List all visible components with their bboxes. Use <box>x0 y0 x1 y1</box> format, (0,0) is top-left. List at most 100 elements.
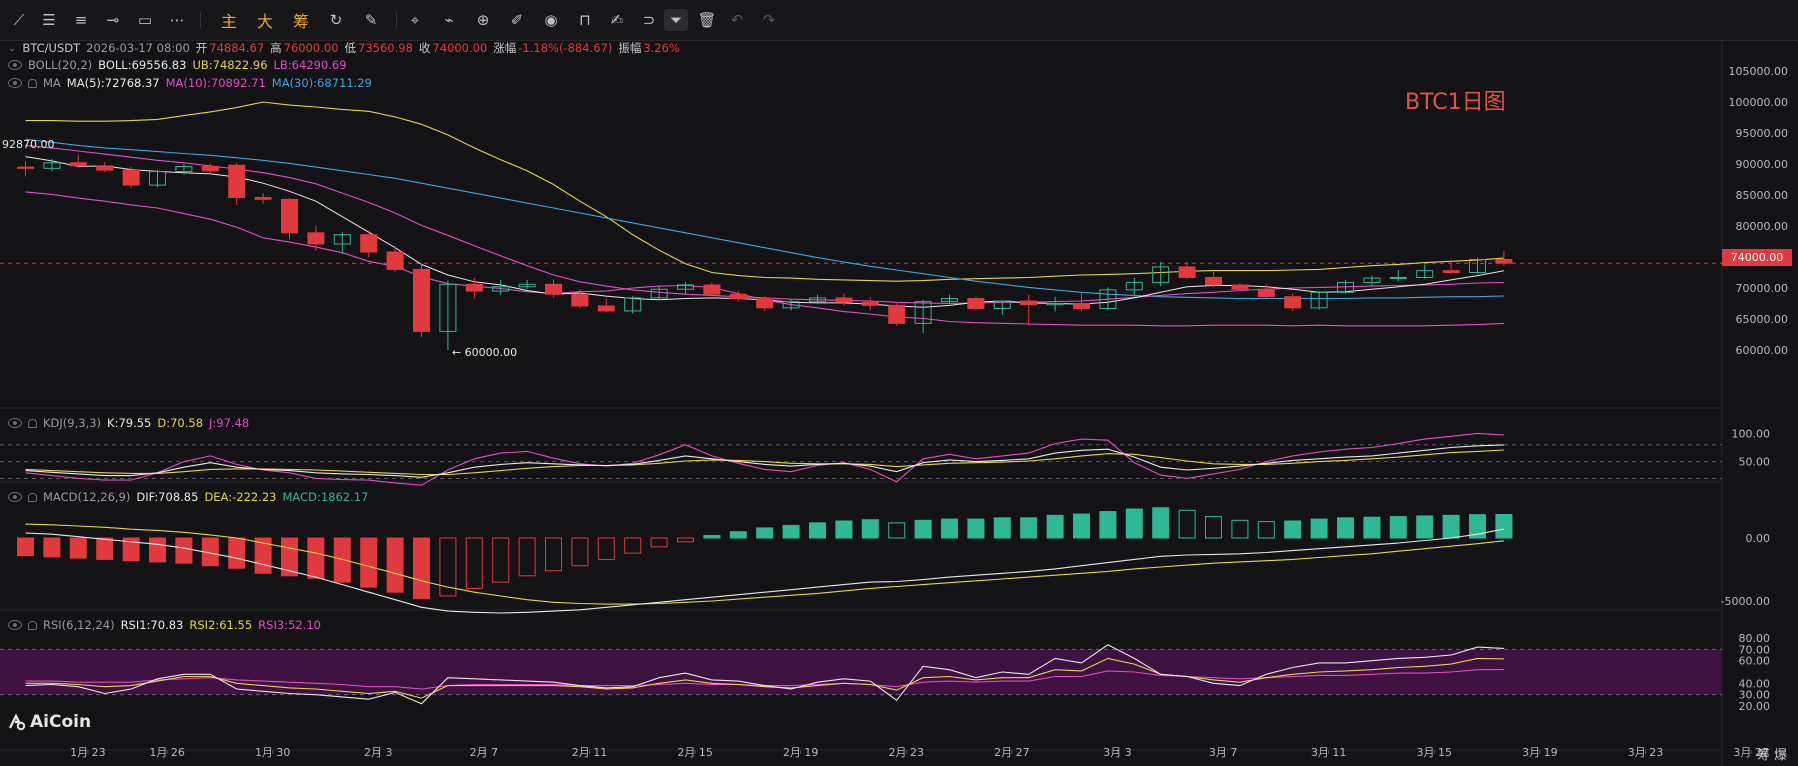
macd-histogram-bar <box>967 518 985 539</box>
price-axis-tick: 105000.00 <box>1729 65 1789 78</box>
eye-icon[interactable] <box>8 620 22 630</box>
kdj-d-value: D:70.58 <box>157 416 204 430</box>
amplitude-label: 振幅 <box>618 41 642 55</box>
rsi-axis-tick: 30.00 <box>1739 689 1771 702</box>
x-axis-tick: 2月 3 <box>364 746 393 759</box>
candle-body <box>413 268 430 332</box>
candle-body <box>861 301 879 306</box>
candle-body <box>967 298 985 309</box>
candle-body <box>281 198 298 234</box>
macd-histogram-bar <box>809 522 826 539</box>
measure-icon[interactable]: ⌁ <box>444 11 454 29</box>
macd-histogram-bar <box>941 518 958 539</box>
corner-tabs[interactable]: 筹 爆 <box>1757 748 1788 763</box>
candle-body <box>1495 258 1513 264</box>
candle-body <box>1469 258 1486 273</box>
main-chart-button[interactable]: 主 <box>220 12 237 31</box>
cursor-icon[interactable]: ⌖ <box>410 11 420 29</box>
filter-icon[interactable]: ⏷ <box>664 9 688 31</box>
price-axis-tick: 60000.00 <box>1736 344 1789 357</box>
parallel-lines-tool-icon[interactable]: ≡ <box>74 11 88 29</box>
macd-histogram-bar <box>465 537 483 589</box>
eye-icon[interactable] <box>8 492 22 502</box>
candle-body <box>386 251 404 270</box>
trend-line-tool-icon[interactable]: ⟋ <box>13 11 25 29</box>
macd-histogram-bar <box>624 537 642 554</box>
macd-axis-tick: 0.00 <box>1746 532 1771 545</box>
trash-icon[interactable]: 🗑 <box>697 11 717 29</box>
chips-button[interactable]: 筹 <box>292 12 309 31</box>
macd-histogram-bar <box>1389 516 1407 539</box>
macd-dea-line <box>25 523 1504 605</box>
visibility-icon[interactable]: ◉ <box>544 11 558 29</box>
candle-body <box>439 283 457 332</box>
kdj-axis-tick: 50.00 <box>1739 456 1771 469</box>
macd-histogram-bar <box>492 537 510 583</box>
kdj-axis-tick: 100.00 <box>1732 427 1771 440</box>
datetime-label: 2026-03-17 08:00 <box>86 41 190 55</box>
lock-icon[interactable]: ⊓ <box>579 11 591 29</box>
macd-histogram-bar <box>993 517 1011 539</box>
candle-body <box>1284 296 1302 309</box>
horizontal-lines-tool-icon[interactable]: ☰ <box>42 11 56 29</box>
candle-body <box>1442 270 1460 273</box>
low-value: 73560.98 <box>358 41 413 55</box>
rsi1-line <box>25 644 1504 705</box>
x-axis-tick: 3月 7 <box>1209 746 1238 759</box>
zoom-icon[interactable]: ⊕ <box>476 11 490 29</box>
kdj-j-value: J:97.48 <box>209 416 250 430</box>
symbol-label: BTC/USDT <box>22 41 81 55</box>
rsi1-value: RSI1:70.83 <box>120 618 184 632</box>
replay-icon[interactable]: ↻ <box>329 11 343 29</box>
macd-histogram-bar <box>1416 515 1434 539</box>
eye-icon[interactable] <box>8 60 22 70</box>
undo-icon[interactable]: ↶ <box>730 11 744 29</box>
bell-icon[interactable] <box>28 418 37 428</box>
macd-histogram-bar <box>1073 513 1090 539</box>
rsi-name: RSI(6,12,24) <box>43 618 115 632</box>
magnet-icon[interactable]: ⊃ <box>642 11 656 29</box>
chevron-down-icon[interactable]: ⌄ <box>8 42 17 54</box>
candle-body <box>1099 289 1117 309</box>
macd-histogram-bar <box>43 537 61 558</box>
edit-icon[interactable]: ✍ <box>610 11 624 29</box>
candle-body <box>307 232 325 245</box>
ray-line-tool-icon[interactable]: ⊸ <box>106 11 120 29</box>
candle-body <box>492 286 510 292</box>
bell-icon[interactable] <box>28 620 37 630</box>
chart-canvas[interactable]: 60000.0065000.0070000.0075000.0080000.00… <box>0 40 1798 766</box>
rsi-zone-band <box>0 649 1722 695</box>
ma-legend: MA MA(5):72768.37 MA(10):70892.71 MA(30)… <box>8 76 378 90</box>
eye-icon[interactable] <box>8 418 22 428</box>
close-value: 74000.00 <box>432 41 488 55</box>
eye-icon[interactable] <box>8 78 22 88</box>
bell-icon[interactable] <box>28 78 37 88</box>
kdj-d-line <box>25 449 1504 476</box>
macd-histogram-bar <box>1310 518 1328 539</box>
rectangle-tool-icon[interactable]: ▭ <box>137 11 153 29</box>
boll-lb-value: LB:64290.69 <box>273 58 347 72</box>
x-axis-tick: 1月 30 <box>255 746 291 759</box>
ruler-icon[interactable]: ✎ <box>364 11 378 29</box>
rsi-axis-tick: 60.00 <box>1739 655 1771 668</box>
macd-hist-value: MACD:1862.17 <box>282 490 369 504</box>
macd-histogram-bar <box>307 537 325 579</box>
more-tools-icon[interactable]: ⋯ <box>169 11 185 29</box>
toolbar: ⟋ ☰ ≡ ⊸ ▭ ⋯ 主 大 筹 ↻ ✎ ⌖ ⌁ ⊕ ✐ ◉ ⊓ ✍ ⊃ ⏷ … <box>0 0 1798 41</box>
ma30-value: MA(30):68711.29 <box>271 76 372 90</box>
macd-histogram-bar <box>1257 521 1275 539</box>
large-view-button[interactable]: 大 <box>256 12 273 31</box>
redo-icon[interactable]: ↷ <box>762 11 776 29</box>
x-axis-tick: 1月 23 <box>70 746 106 759</box>
brush-icon[interactable]: ✐ <box>510 11 524 29</box>
candle-body <box>782 301 800 309</box>
rsi3-value: RSI3:52.10 <box>258 618 321 632</box>
candle-body <box>96 165 114 171</box>
candle-body <box>254 196 272 200</box>
candle-body <box>756 298 774 309</box>
macd-histogram-bar <box>703 534 721 539</box>
price-axis-tick: 80000.00 <box>1736 220 1789 233</box>
boll-name: BOLL(20,2) <box>28 58 93 72</box>
bell-icon[interactable] <box>28 492 37 502</box>
rsi-axis-tick: 20.00 <box>1739 700 1771 713</box>
